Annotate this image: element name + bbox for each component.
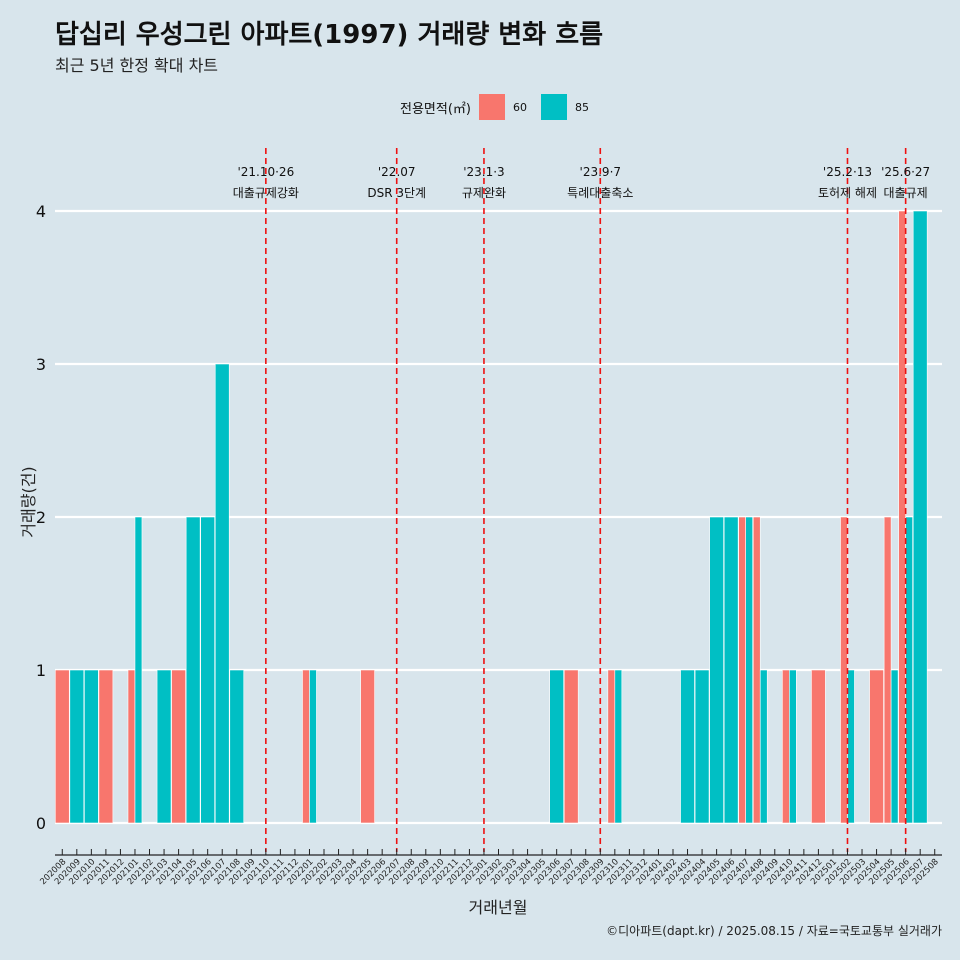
x-axis-title: 거래년월 xyxy=(469,898,528,917)
bar-85-202101 xyxy=(134,516,143,824)
bar-85-202403 xyxy=(680,669,695,824)
y-axis: 0 1 2 3 4 xyxy=(36,202,46,833)
bar-85-202506 xyxy=(905,516,913,824)
bar-85-202505 xyxy=(890,669,899,824)
bar-85-202009 xyxy=(69,669,85,824)
bar-60-202011 xyxy=(98,669,114,824)
event-date-4: '25.2·13 xyxy=(823,165,872,179)
event-date-2: '23.1·3 xyxy=(463,165,504,179)
bar-60-202101 xyxy=(127,669,136,824)
chart-subtitle: 최근 5년 한정 확대 차트 xyxy=(55,56,219,75)
bar-85-202507 xyxy=(912,210,928,824)
bar-85-202410 xyxy=(789,669,797,824)
legend-title: 전용면적(㎡) xyxy=(400,101,471,117)
event-label-4: 토허제 해제 xyxy=(818,186,877,200)
bar-85-202105 xyxy=(185,516,201,824)
bar-85-202502 xyxy=(847,669,855,824)
bar-85-202010 xyxy=(84,669,99,824)
event-label-2: 규제완화 xyxy=(462,186,506,200)
bars xyxy=(54,210,928,824)
y-tick-label-0: 0 xyxy=(36,814,46,833)
event-label-5: 대출규제 xyxy=(884,186,928,200)
y-tick-label-2: 2 xyxy=(36,508,46,527)
bar-85-202107 xyxy=(214,363,230,824)
event-date-5: '25.6·27 xyxy=(881,165,930,179)
event-annotations: '21.10·26 대출규제강화 '22.07 DSR 3단계 '23.1·3 규제완화 '… xyxy=(233,148,930,852)
chart-title: 답십리 우성그린 아파트(1997) 거래량 변화 흐름 xyxy=(55,20,604,50)
bar-60-202008 xyxy=(54,669,70,824)
bar-85-202407 xyxy=(745,516,753,824)
source-caption: ©디아파트(dapt.kr) / 2025.08.15 / 자료=국토교통부 실… xyxy=(606,924,942,938)
bar-60-202502 xyxy=(840,516,848,824)
bar-60-202307 xyxy=(563,669,579,824)
y-axis-title: 거래량(건) xyxy=(19,466,38,537)
event-label-1: DSR 3단계 xyxy=(367,186,426,200)
event-date-3: '23.9·7 xyxy=(580,165,621,179)
legend-key-85 xyxy=(540,94,567,120)
bar-60-202310 xyxy=(607,669,616,824)
bar-85-202404 xyxy=(694,669,710,824)
bar-85-202103 xyxy=(156,669,172,824)
bar-60-202504 xyxy=(869,669,884,824)
bar-60-202412 xyxy=(811,669,826,824)
event-date-1: '22.07 xyxy=(378,165,416,179)
bar-85-202408 xyxy=(759,669,768,824)
event-date-0: '21.10·26 xyxy=(237,165,294,179)
bar-85-202108 xyxy=(229,669,245,824)
bar-85-202405 xyxy=(709,516,724,824)
bar-85-202106 xyxy=(200,516,215,824)
y-tick-label-3: 3 xyxy=(36,355,46,374)
bar-60-202410 xyxy=(782,669,790,824)
bar-60-202505 xyxy=(883,516,892,824)
y-tick-label-4: 4 xyxy=(36,202,46,221)
bar-85-202201 xyxy=(309,669,317,824)
bar-60-202408 xyxy=(752,516,761,824)
bar-85-202306 xyxy=(549,669,564,824)
bar-60-202201 xyxy=(302,669,310,824)
bar-60-202104 xyxy=(171,669,186,824)
event-label-3: 특례대출축소 xyxy=(567,186,633,200)
x-axis: 2020082020092020102020112020122021012021… xyxy=(38,849,942,887)
bar-85-202310 xyxy=(614,669,623,824)
y-tick-label-1: 1 xyxy=(36,661,46,680)
legend-key-60 xyxy=(478,94,505,120)
bar-85-202406 xyxy=(723,516,739,824)
legend-label-85: 85 xyxy=(574,100,589,114)
bar-60-202506 xyxy=(898,210,906,824)
event-label-0: 대출규제강화 xyxy=(233,186,299,200)
legend-label-60: 60 xyxy=(512,100,527,114)
bar-60-202407 xyxy=(738,516,746,824)
bar-60-202205 xyxy=(360,669,375,824)
legend: 전용면적(㎡) 60 85 xyxy=(400,94,603,120)
